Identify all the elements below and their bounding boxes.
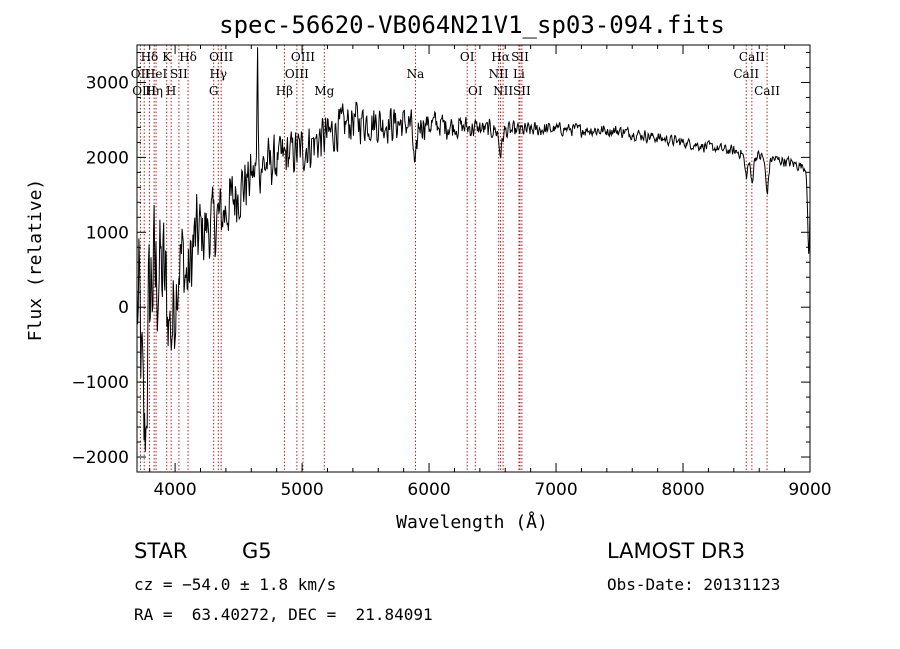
spectral-line-label: Mg [314, 84, 334, 98]
spectral-line-label: Hη [145, 84, 163, 98]
plot-frame [136, 44, 811, 473]
spectral-line-label: CaII [754, 84, 780, 98]
spectral-line-label: Hδ [179, 50, 197, 64]
spectral-line-label: H [166, 84, 176, 98]
spectral-line-label: NII [493, 84, 513, 98]
spectral-line-label: HeI [145, 67, 168, 81]
x-tick-label: 4000 [153, 480, 196, 500]
spectrum-series-line [136, 47, 811, 452]
x-tick-label: 6000 [407, 480, 450, 500]
chart-title: spec-56620-VB064N21V1_sp03-094.fits [219, 11, 725, 39]
x-axis-label: Wavelength (Å) [396, 511, 548, 533]
spectral-line-label: Li [513, 67, 525, 81]
y-axis-label: Flux (relative) [25, 179, 46, 342]
spectral-line-label: OII [131, 67, 151, 81]
spectral-line-label: OI [468, 84, 483, 98]
spectral-line-label: CaII [739, 50, 765, 64]
spectral-line-label: Hβ [276, 84, 293, 98]
x-tick-label: 9000 [788, 480, 831, 500]
spectral-line-label: SII [511, 50, 529, 64]
spectral-line-label: OIII [132, 84, 156, 98]
survey-name: LAMOST DR3 [607, 539, 746, 563]
line-label-layer: Hδ OII OIII HeI Hη K SII H Hδ OIII Hγ G Hβ OIII OIII Mg… [131, 50, 780, 98]
object-class: STAR [134, 539, 188, 563]
spectral-line-label: Na [407, 67, 425, 81]
spectral-line-label: Hα [491, 50, 510, 64]
x-tick-label: 5000 [280, 480, 323, 500]
redshift-cz: cz = −54.0 ± 1.8 km/s [134, 575, 337, 594]
spectral-line-label: OIII [209, 50, 233, 64]
y-tick-label: −1000 [71, 373, 129, 393]
spectral-line-label: OI [460, 50, 475, 64]
spectral-line-label: Hγ [209, 67, 227, 81]
object-subclass: G5 [242, 539, 272, 563]
spectral-line-label: Hδ [141, 50, 159, 64]
spectral-line-label: SII [170, 67, 188, 81]
spectral-line-label: OIII [291, 50, 315, 64]
x-tick-label: 8000 [661, 480, 704, 500]
spectral-line-label: K [162, 50, 172, 64]
y-tick-label: 3000 [86, 73, 129, 93]
y-tick-label: 0 [118, 298, 129, 318]
spectral-line-label: G [209, 84, 219, 98]
spectral-line-label: CaII [733, 67, 759, 81]
x-tick-label: 7000 [534, 480, 577, 500]
observation-date: Obs-Date: 20131123 [607, 575, 781, 594]
coordinates: RA = 63.40272, DEC = 21.84091 [134, 605, 433, 624]
y-tick-label: 2000 [86, 148, 129, 168]
line-marker-layer [139, 45, 768, 472]
spectral-line-label: SII [513, 84, 531, 98]
y-tick-label: 1000 [86, 223, 129, 243]
axis-ticks: 4000 5000 6000 7000 8000 9000 −2000 −1000 0 1000 2… [71, 45, 832, 500]
spectral-line-label: OIII [285, 67, 309, 81]
spectral-line-label: NII [489, 67, 509, 81]
y-tick-label: −2000 [71, 448, 129, 468]
